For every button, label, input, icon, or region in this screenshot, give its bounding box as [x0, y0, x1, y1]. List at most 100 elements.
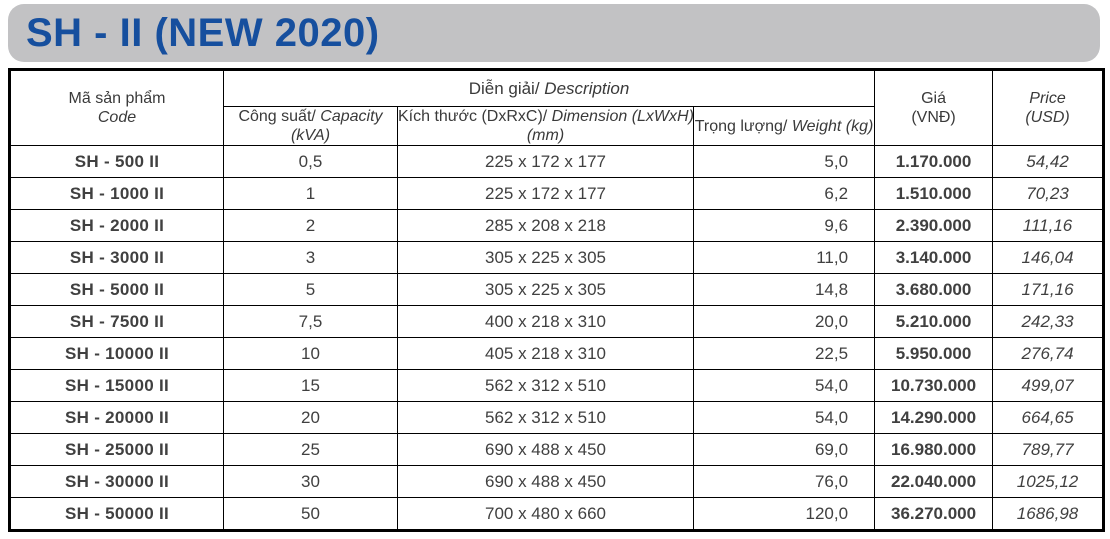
col-header-code: Mã sản phẩm Code	[9, 69, 224, 146]
col-header-capacity: Công suất/ Capacity (kVA)	[223, 106, 398, 146]
cell-weight: 5,0	[692, 145, 876, 178]
col-header-code-vi: Mã sản phẩm	[68, 90, 166, 107]
price-table: Mã sản phẩm Code Diễn giải/ Description …	[8, 68, 1106, 532]
cell-product-code: SH - 25000 II	[9, 433, 224, 466]
cell-product-code: SH - 500 II	[9, 145, 224, 178]
cell-price-vnd: 3.680.000	[874, 273, 994, 306]
header-row-1: Mã sản phẩm Code Diễn giải/ Description …	[9, 69, 1105, 146]
cell-capacity: 5	[223, 273, 398, 306]
cell-price-vnd: 5.210.000	[874, 305, 994, 338]
dimension-label-en: Dimension (LxWxH)	[551, 108, 694, 125]
col-header-price-vnd: Giá (VNĐ)	[874, 69, 994, 146]
table-row: SH - 50000 II 50 700 x 480 x 660 120,0 3…	[9, 497, 1105, 531]
cell-dimension: 690 x 488 x 450	[397, 465, 694, 498]
cell-capacity: 2	[223, 209, 398, 242]
cell-price-vnd: 22.040.000	[874, 465, 994, 498]
cell-price-vnd: 5.950.000	[874, 337, 994, 370]
cell-price-vnd: 1.170.000	[874, 145, 994, 178]
cell-capacity: 3	[223, 241, 398, 274]
table-row: SH - 25000 II 25 690 x 488 x 450 69,0 16…	[9, 433, 1105, 466]
table-row: SH - 500 II 0,5 225 x 172 x 177 5,0 1.17…	[9, 145, 1105, 178]
cell-capacity: 25	[223, 433, 398, 466]
col-header-weight: Trọng lượng/ Weight (kg)	[692, 106, 876, 146]
cell-dimension: 305 x 225 x 305	[397, 273, 694, 306]
price-vnd-unit: (VNĐ)	[911, 109, 956, 126]
table-row: SH - 20000 II 20 562 x 312 x 510 54,0 14…	[9, 401, 1105, 434]
description-label-en: Description	[544, 79, 630, 98]
cell-price-usd: 70,23	[992, 177, 1105, 210]
cell-capacity: 50	[223, 497, 398, 531]
cell-weight: 20,0	[692, 305, 876, 338]
cell-price-vnd: 10.730.000	[874, 369, 994, 402]
col-header-price-usd: Price (USD)	[992, 69, 1105, 146]
cell-price-vnd: 1.510.000	[874, 177, 994, 210]
capacity-unit: (kVA)	[290, 127, 331, 144]
cell-product-code: SH - 30000 II	[9, 465, 224, 498]
cell-capacity: 20	[223, 401, 398, 434]
table-row: SH - 2000 II 2 285 x 208 x 218 9,6 2.390…	[9, 209, 1105, 242]
cell-dimension: 225 x 172 x 177	[397, 145, 694, 178]
table-row: SH - 10000 II 10 405 x 218 x 310 22,5 5.…	[9, 337, 1105, 370]
capacity-label-en: Capacity	[320, 108, 383, 125]
cell-dimension: 405 x 218 x 310	[397, 337, 694, 370]
cell-dimension: 562 x 312 x 510	[397, 369, 694, 402]
cell-capacity: 10	[223, 337, 398, 370]
cell-price-usd: 54,42	[992, 145, 1105, 178]
cell-price-usd: 242,33	[992, 305, 1105, 338]
cell-price-vnd: 36.270.000	[874, 497, 994, 531]
cell-dimension: 700 x 480 x 660	[397, 497, 694, 531]
dimension-unit: (mm)	[526, 127, 565, 144]
cell-price-usd: 1686,98	[992, 497, 1105, 531]
cell-price-usd: 499,07	[992, 369, 1105, 402]
cell-price-usd: 171,16	[992, 273, 1105, 306]
cell-capacity: 15	[223, 369, 398, 402]
cell-weight: 14,8	[692, 273, 876, 306]
price-usd-label: Price	[1029, 90, 1066, 107]
cell-product-code: SH - 10000 II	[9, 337, 224, 370]
col-header-code-en: Code	[97, 109, 137, 126]
table-row: SH - 3000 II 3 305 x 225 x 305 11,0 3.14…	[9, 241, 1105, 274]
cell-capacity: 30	[223, 465, 398, 498]
cell-price-usd: 111,16	[992, 209, 1105, 242]
cell-price-usd: 146,04	[992, 241, 1105, 274]
cell-dimension: 400 x 218 x 310	[397, 305, 694, 338]
cell-weight: 76,0	[692, 465, 876, 498]
price-table-body: SH - 500 II 0,5 225 x 172 x 177 5,0 1.17…	[9, 145, 1105, 531]
cell-product-code: SH - 50000 II	[9, 497, 224, 531]
cell-dimension: 562 x 312 x 510	[397, 401, 694, 434]
price-table-header: Mã sản phẩm Code Diễn giải/ Description …	[9, 69, 1105, 146]
table-row: SH - 1000 II 1 225 x 172 x 177 6,2 1.510…	[9, 177, 1105, 210]
cell-weight: 69,0	[692, 433, 876, 466]
cell-weight: 22,5	[692, 337, 876, 370]
cell-capacity: 7,5	[223, 305, 398, 338]
col-group-header-description: Diễn giải/ Description	[222, 69, 876, 107]
cell-capacity: 0,5	[223, 145, 398, 178]
cell-product-code: SH - 15000 II	[9, 369, 224, 402]
dimension-label-vi: Kích thước (DxRxC)/	[398, 108, 548, 125]
description-label-vi: Diễn giải/	[468, 79, 540, 98]
cell-weight: 54,0	[692, 369, 876, 402]
cell-weight: 120,0	[692, 497, 876, 531]
header-row-2: Công suất/ Capacity (kVA) Kích thước (Dx…	[10, 106, 1104, 146]
cell-product-code: SH - 7500 II	[9, 305, 224, 338]
cell-product-code: SH - 3000 II	[9, 241, 224, 274]
cell-price-usd: 789,77	[992, 433, 1105, 466]
section-title: SH - II (NEW 2020)	[26, 11, 380, 55]
cell-dimension: 690 x 488 x 450	[397, 433, 694, 466]
col-header-dimension: Kích thước (DxRxC)/ Dimension (LxWxH) (m…	[397, 106, 694, 146]
cell-product-code: SH - 2000 II	[9, 209, 224, 242]
cell-weight: 54,0	[692, 401, 876, 434]
cell-weight: 9,6	[692, 209, 876, 242]
table-row: SH - 5000 II 5 305 x 225 x 305 14,8 3.68…	[9, 273, 1105, 306]
cell-dimension: 225 x 172 x 177	[397, 177, 694, 210]
cell-weight: 11,0	[692, 241, 876, 274]
cell-price-vnd: 3.140.000	[874, 241, 994, 274]
cell-price-vnd: 2.390.000	[874, 209, 994, 242]
cell-dimension: 285 x 208 x 218	[397, 209, 694, 242]
price-vnd-label: Giá	[921, 90, 946, 107]
cell-capacity: 1	[223, 177, 398, 210]
price-usd-unit: (USD)	[1025, 109, 1070, 126]
cell-product-code: SH - 5000 II	[9, 273, 224, 306]
section-header-bar: SH - II (NEW 2020)	[8, 4, 1100, 62]
